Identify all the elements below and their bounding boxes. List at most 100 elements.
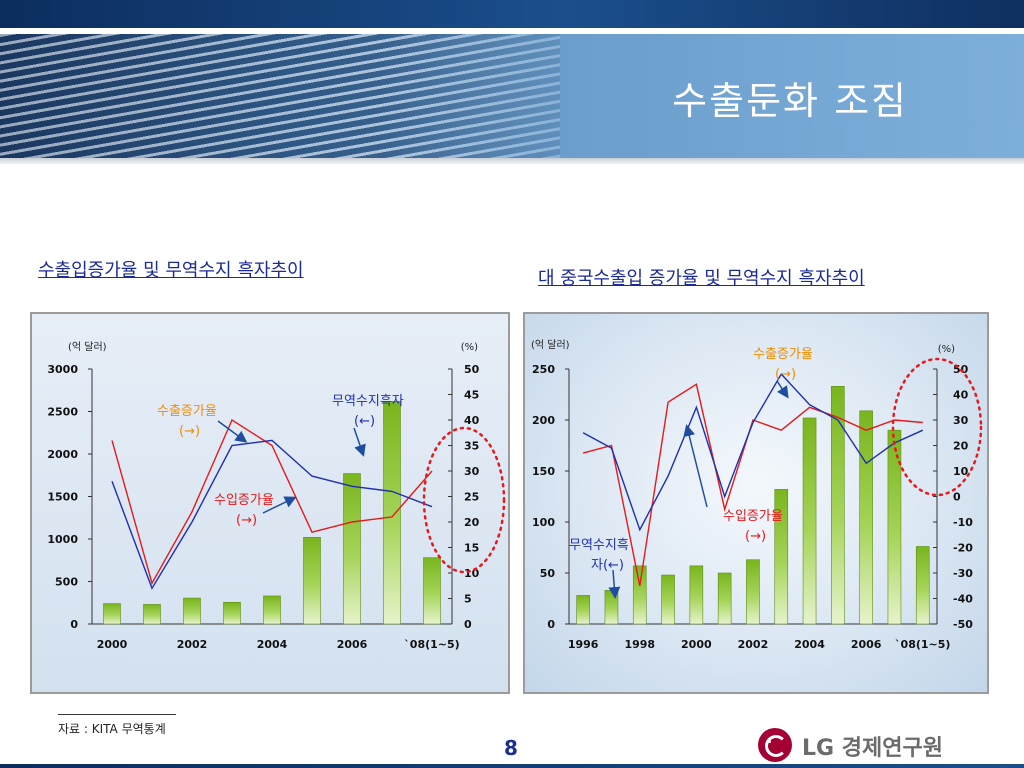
x-tick-label: 1996: [568, 638, 599, 651]
right-tick-label: 10: [464, 567, 480, 580]
x-tick-label: 2002: [738, 638, 769, 651]
left-tick-label: 0: [70, 618, 78, 631]
right-tick-label: 25: [464, 491, 479, 504]
right-tick-label: 40: [953, 389, 969, 402]
left-unit-label: (억 달러): [68, 341, 107, 353]
annotation-arrow: [262, 496, 297, 514]
x-tick-label: 2006: [851, 638, 882, 651]
bar: [802, 417, 817, 625]
right-tick-label: 5: [464, 593, 472, 606]
left-unit-label: (억 달러): [531, 339, 570, 351]
bar: [604, 590, 619, 625]
right-unit-label: (%): [938, 344, 955, 355]
chart-title-left: 수출입증가율 및 무역수지 흑자추이: [38, 260, 304, 281]
bar: [661, 574, 675, 625]
bar: [303, 537, 321, 625]
x-tick-label: 2000: [681, 638, 712, 651]
bar: [632, 565, 647, 625]
banner-divider: [0, 158, 1024, 164]
annotation-label: 무역수지흑자: [332, 394, 404, 409]
right-tick-label: 0: [464, 618, 472, 631]
annotation-arrow: [776, 380, 789, 399]
title-banner: 수출둔화 조짐: [0, 34, 1024, 158]
slide-title: 수출둔화 조짐: [672, 79, 908, 123]
annotation-label: 수출증가율: [157, 404, 217, 419]
x-tick-label: 2006: [337, 638, 368, 651]
highlight-circle: [891, 357, 983, 497]
x-tick-label: 2002: [177, 638, 208, 651]
page-number: 8: [504, 736, 518, 760]
bar: [103, 603, 121, 625]
left-tick-label: 150: [532, 465, 555, 478]
chart-panel-left: (억 달러) (%) 0 500 1000 1500 2000 2500 3000 0 5 10 15 2…: [30, 312, 510, 694]
right-tick-label: 10: [953, 465, 969, 478]
left-tick-label: 50: [540, 567, 556, 580]
left-tick-label: 2500: [47, 406, 78, 419]
right-tick-label: -30: [953, 567, 973, 580]
right-tick-label: 20: [464, 516, 480, 529]
right-tick-label: -40: [953, 593, 973, 606]
lg-logo: LG 경제연구원: [758, 728, 988, 764]
import-growth-line: [111, 439, 433, 590]
export-growth-line: [111, 418, 433, 586]
right-tick-label: 30: [464, 465, 480, 478]
annotation-label: 수입증가율: [723, 509, 783, 524]
banner-fade: [380, 34, 1024, 158]
bar: [887, 429, 902, 625]
right-tick-label: 45: [464, 389, 479, 402]
right-tick-label: -50: [953, 618, 973, 631]
right-unit-label: (%): [461, 342, 478, 353]
x-tick-label: `08(1~5): [895, 638, 950, 651]
annotation-arrow: [683, 424, 708, 508]
bar: [143, 604, 161, 625]
x-tick-label: 1998: [624, 638, 655, 651]
bar: [423, 557, 441, 625]
x-tick-label: 2000: [97, 638, 128, 651]
annotation-label: 무역수지흑: [569, 538, 629, 553]
bar: [689, 565, 704, 625]
bar: [263, 595, 281, 625]
bar: [859, 410, 873, 625]
annotation-label: (→): [745, 529, 766, 544]
bar: [343, 473, 361, 625]
right-tick-label: 30: [953, 414, 969, 427]
x-tick-label: 2004: [257, 638, 288, 651]
source-divider: [58, 714, 176, 715]
annotation-arrow: [217, 420, 248, 443]
bar: [717, 572, 732, 625]
bar: [774, 489, 789, 625]
left-tick-label: 200: [532, 414, 555, 427]
left-tick-label: 250: [532, 363, 555, 376]
left-tick-label: 100: [532, 516, 555, 529]
right-tick-label: 20: [953, 440, 969, 453]
left-tick-label: 0: [547, 618, 555, 631]
left-tick-label: 1000: [47, 533, 78, 546]
bar: [746, 559, 760, 625]
annotation-label: (→): [775, 367, 796, 382]
left-tick-label: 1500: [47, 491, 78, 504]
annotation-arrow: [353, 427, 366, 457]
annotation-label: (→): [236, 513, 257, 528]
x-tick-label: `08(1~5): [404, 638, 459, 651]
right-tick-label: 50: [464, 363, 480, 376]
right-tick-label: 0: [953, 491, 961, 504]
left-tick-label: 3000: [47, 363, 78, 376]
highlight-circle: [422, 426, 506, 574]
top-bar: [0, 0, 1024, 28]
x-tick-label: 2004: [794, 638, 825, 651]
bar: [223, 602, 241, 625]
chart-right-svg: (억 달러) (%) 0 50 100 150 200 250 -50 -40 -30 -20 -10 0…: [531, 339, 983, 651]
bar: [915, 546, 930, 625]
right-tick-label: 35: [464, 440, 479, 453]
annotation-label: 수입증가율: [214, 493, 274, 508]
export-growth-line: [582, 383, 923, 586]
right-tick-label: -10: [953, 516, 973, 529]
annotation-label: (←): [354, 414, 375, 429]
chart-title-right: 대 중국수출입 증가율 및 무역수지 흑자추이: [538, 268, 865, 289]
source-note: 자료 : KITA 무역통계: [58, 722, 166, 736]
left-tick-label: 500: [55, 576, 78, 589]
import-growth-line: [582, 372, 924, 532]
bottom-bar: [0, 764, 1024, 768]
left-tick-label: 2000: [47, 448, 78, 461]
annotation-label: 수출증가율: [753, 347, 813, 362]
